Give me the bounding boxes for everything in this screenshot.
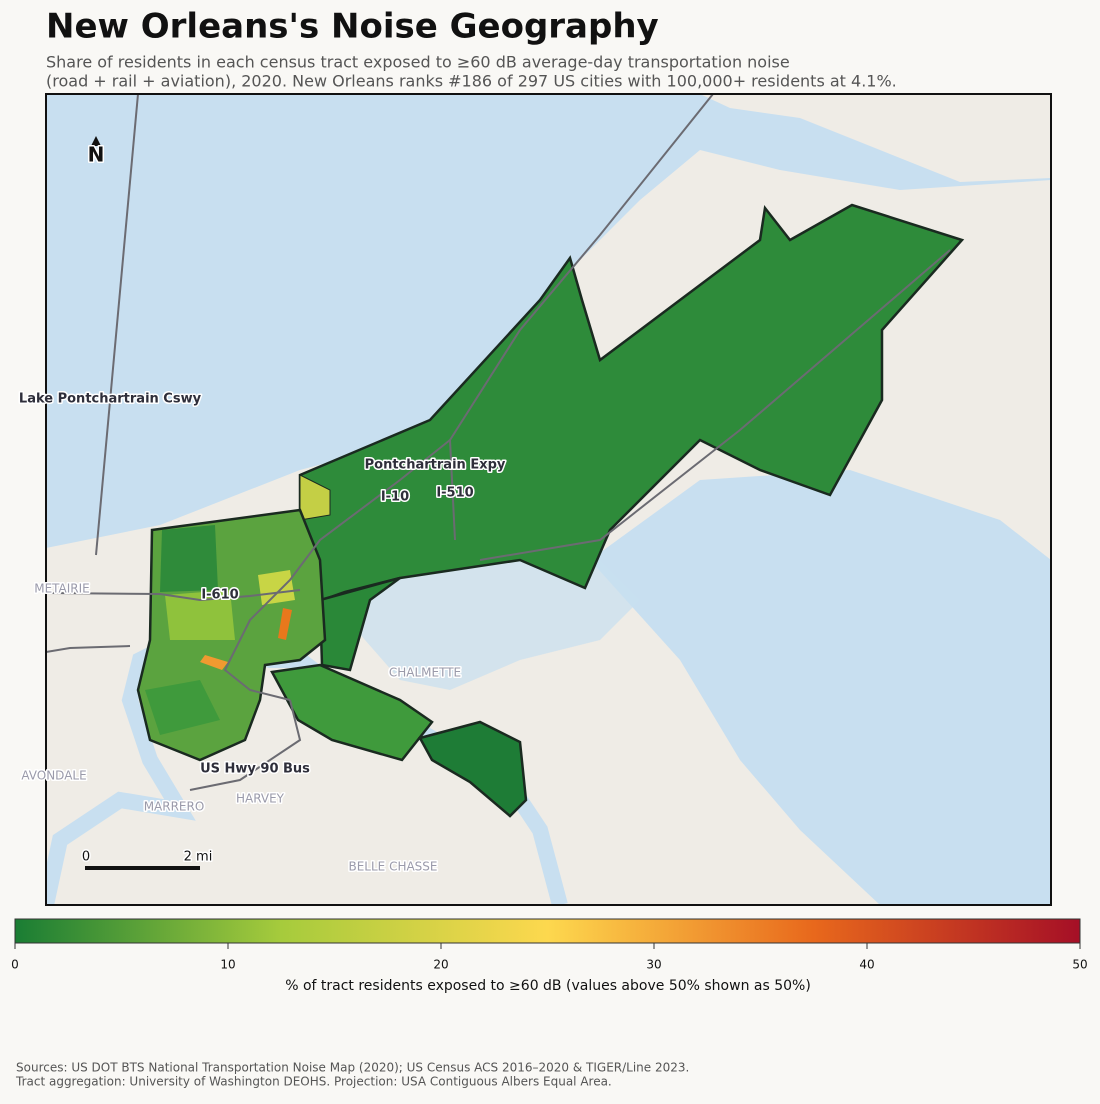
colorbar-tick-label: 30 xyxy=(646,958,661,972)
tract xyxy=(165,590,235,640)
tract xyxy=(299,474,331,521)
place-label: HARVEY xyxy=(236,792,285,806)
road-label: I-510 xyxy=(436,486,473,501)
roads xyxy=(46,94,951,791)
colorbar-tick-label: 10 xyxy=(220,958,235,972)
lake-borgne xyxy=(590,470,1051,905)
subtitle: (road + rail + aviation), 2020. New Orle… xyxy=(46,72,897,91)
map-frame xyxy=(45,93,1052,906)
colorbar xyxy=(14,918,1081,944)
colorbar-tick-label: 50 xyxy=(1072,958,1087,972)
sources: Tract aggregation: University of Washing… xyxy=(15,1075,612,1089)
road-label: Lake Pontchartrain Cswy xyxy=(19,392,202,407)
colorbar-tick-label: 20 xyxy=(433,958,448,972)
place-label: METAIRIE xyxy=(34,582,90,596)
tract xyxy=(160,525,218,592)
title: New Orleans's Noise Geography xyxy=(46,7,659,47)
north-shore xyxy=(700,94,1051,182)
map xyxy=(46,94,1051,905)
scale-label: 2 mi xyxy=(184,850,213,865)
lower-ninth xyxy=(318,576,401,672)
labels: Lake Pontchartrain Cswy Pontchartrain Exp… xyxy=(17,390,507,875)
place-label: BELLE CHASSE xyxy=(348,860,437,874)
scale-label: 0 xyxy=(82,850,90,865)
road-label: US Hwy 90 Bus xyxy=(200,762,310,777)
subtitle: Share of residents in each census tract … xyxy=(46,53,790,72)
colorbar-label: % of tract residents exposed to ≥60 dB (… xyxy=(285,978,811,994)
english-turn xyxy=(418,720,528,818)
sources: Sources: US DOT BTS National Transportat… xyxy=(16,1061,689,1075)
tract xyxy=(200,655,228,670)
place-label: AVONDALE xyxy=(21,769,86,783)
colorbar-tick-label: 40 xyxy=(859,958,874,972)
north-arrow xyxy=(91,136,101,146)
place-label: MARRERO xyxy=(144,800,205,814)
algiers xyxy=(270,663,434,762)
colorbar-ticks: 0 10 20 30 40 50 xyxy=(11,943,1088,972)
lake-pontchartrain xyxy=(46,94,1051,548)
marsh-water xyxy=(330,555,640,690)
tract xyxy=(145,680,220,735)
north-label: N xyxy=(88,143,105,167)
tract xyxy=(258,570,295,605)
road-label: I-10 xyxy=(381,490,409,505)
road-label: Pontchartrain Expy xyxy=(365,458,506,473)
place-label: CHALMETTE xyxy=(389,666,461,680)
colorbar-tick-label: 0 xyxy=(11,958,19,972)
road-label: I-610 xyxy=(201,588,238,603)
tract xyxy=(278,608,292,640)
